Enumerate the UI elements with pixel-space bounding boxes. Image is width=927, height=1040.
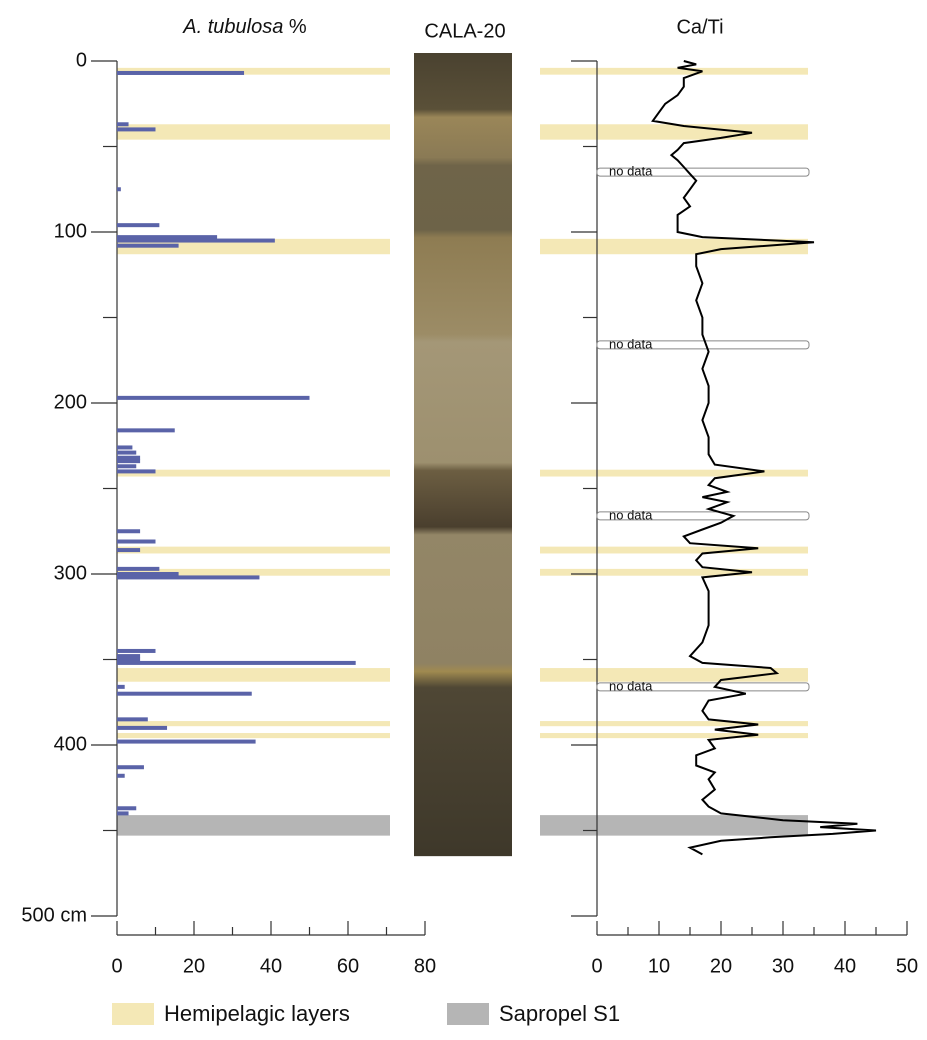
core-photo [414, 53, 512, 857]
y-tick-label: 300 [54, 562, 87, 584]
title: A. tubulosa [182, 16, 283, 38]
layer-band [540, 124, 808, 140]
no-data-box [596, 167, 810, 177]
bar [117, 654, 141, 659]
layer-band [117, 721, 390, 727]
bar [117, 548, 141, 553]
annotation: no data [609, 336, 653, 351]
bar [117, 806, 137, 811]
line [651, 60, 877, 856]
layer-band [117, 238, 390, 255]
bar [117, 469, 156, 474]
bar [117, 450, 137, 455]
annotation: no data [609, 164, 653, 179]
bar [117, 539, 156, 544]
annotation: no data [609, 678, 653, 693]
panel-title: CALA-20 [424, 20, 505, 42]
legend-label: Sapropel S1 [499, 1001, 620, 1026]
layer-band [540, 469, 808, 477]
bar [117, 445, 133, 450]
layer-band [117, 668, 390, 682]
bar [117, 575, 260, 580]
bar [117, 572, 179, 576]
bar [117, 428, 175, 433]
plot: 0 100 200 300 400 500 cm 0 20 40 60 80 0 10 20 30 40 50 n… [21, 49, 918, 977]
bar [117, 122, 129, 127]
layer-band [540, 238, 808, 255]
bar [117, 566, 160, 571]
bar [117, 684, 125, 689]
y-tick-label: 0 [76, 49, 87, 71]
bar [117, 459, 141, 464]
layer-band [117, 124, 390, 140]
x-tick-label: 80 [414, 955, 436, 977]
layer-band [540, 733, 808, 739]
layer-band [540, 546, 808, 554]
bar [117, 691, 252, 696]
x-tick-label: 40 [834, 955, 856, 977]
layer-band [117, 733, 390, 739]
x-tick-label: 10 [648, 955, 670, 977]
unit: % [289, 16, 307, 38]
layer-band [540, 815, 808, 836]
bar [117, 811, 129, 816]
layer-band [117, 568, 390, 576]
bar [117, 657, 141, 662]
bar [117, 765, 144, 770]
no-data-box [596, 340, 810, 350]
layer-band [117, 815, 390, 836]
layer-band [117, 546, 390, 554]
x-tick-label: 0 [111, 955, 122, 977]
legend-label: Hemipelagic layers [164, 1001, 350, 1026]
panel-title: A. tubulosa % [182, 16, 307, 38]
bar [117, 717, 148, 722]
y-tick-label: 200 [54, 391, 87, 413]
layer-band [540, 568, 808, 576]
x-tick-label: 20 [183, 955, 205, 977]
x-tick-label: 20 [710, 955, 732, 977]
y-tick-label: 400 [54, 733, 87, 755]
bar [117, 395, 310, 400]
x-tick-label: 60 [337, 955, 359, 977]
bar [117, 70, 245, 75]
legend: Hemipelagic layers Sapropel S1 [112, 1001, 620, 1026]
x-tick-label: 0 [591, 955, 602, 977]
layer-band [117, 469, 390, 477]
x-tick-label: 50 [896, 955, 918, 977]
bar [117, 529, 141, 534]
x-tick-label: 40 [260, 955, 282, 977]
bar [117, 464, 137, 469]
bar [117, 243, 179, 248]
bar [117, 127, 156, 132]
no-data-box [596, 682, 810, 692]
bar [117, 725, 168, 730]
panel-title: Ca/Ti [676, 16, 723, 38]
x-tick-label: 30 [772, 955, 794, 977]
no-data-box [596, 511, 810, 521]
y-tick-label: 100 [54, 220, 87, 242]
bar [117, 238, 275, 243]
bar [117, 223, 160, 228]
y-tick-label: 500 cm [21, 904, 87, 926]
bar [117, 648, 156, 653]
bar [117, 455, 141, 460]
layer-band [540, 67, 808, 75]
legend-swatch [447, 1003, 489, 1025]
bar [117, 739, 256, 744]
bar [117, 235, 218, 240]
bar [117, 187, 121, 192]
legend-swatch [112, 1003, 154, 1025]
bar [117, 773, 125, 778]
bar [117, 660, 356, 665]
layer-band [117, 67, 390, 75]
annotation: no data [609, 507, 653, 522]
layer-band [540, 721, 808, 727]
